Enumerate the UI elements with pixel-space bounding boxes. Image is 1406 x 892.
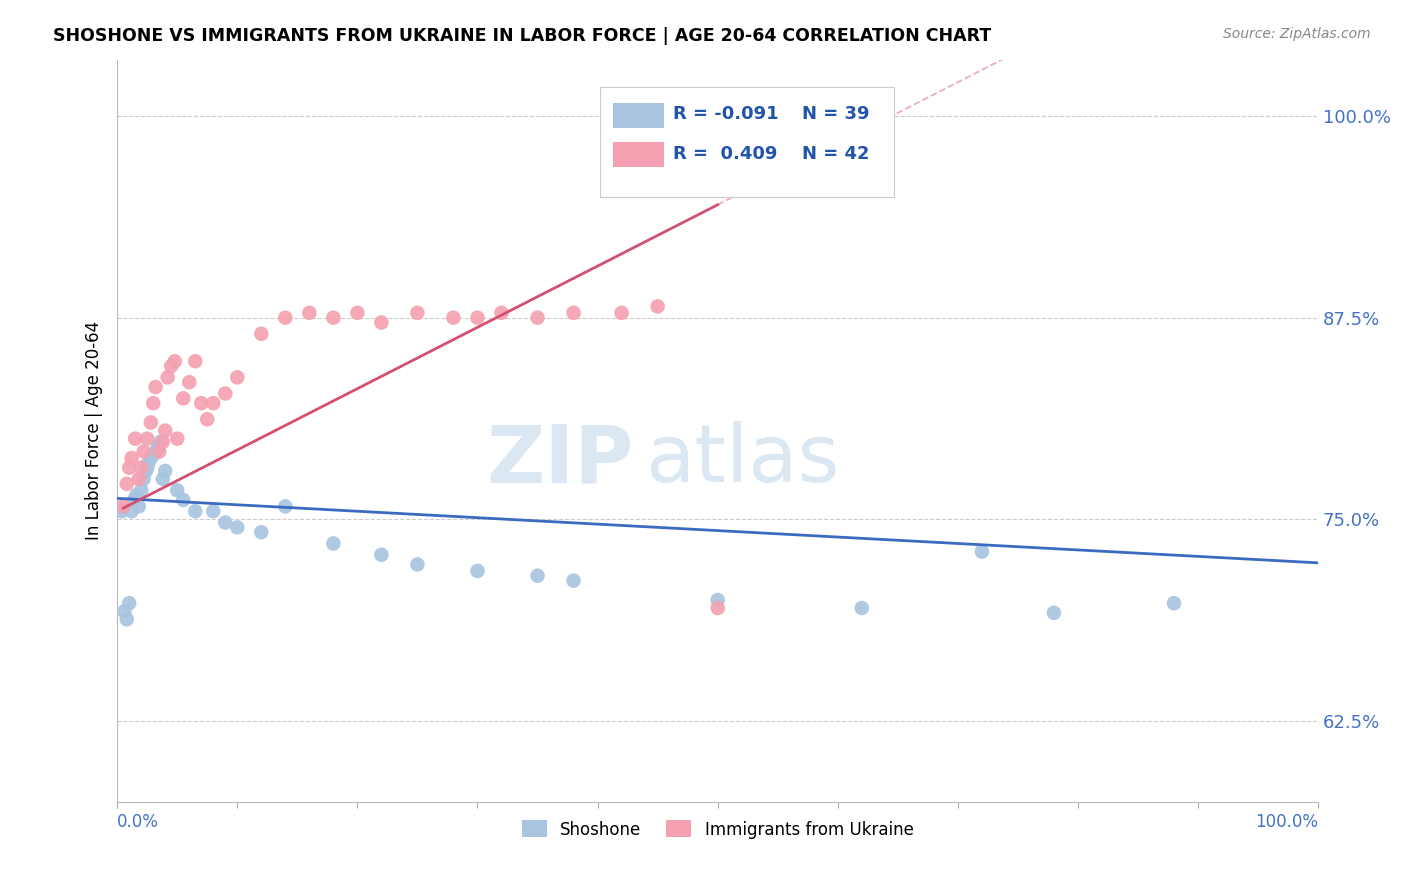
Point [115, 476, 138, 491]
Point [706, 601, 728, 615]
Point [139, 416, 162, 430]
Point [443, 310, 465, 325]
Point [138, 456, 160, 470]
Point [128, 472, 150, 486]
Point [526, 568, 548, 582]
Point [166, 483, 188, 498]
Point [129, 460, 152, 475]
Text: 100.0%: 100.0% [1256, 813, 1319, 830]
Point [146, 440, 169, 454]
Point [970, 544, 993, 558]
Legend: Shoshone, Immigrants from Ukraine: Shoshone, Immigrants from Ukraine [515, 814, 920, 846]
Point [274, 500, 297, 514]
FancyBboxPatch shape [613, 142, 664, 167]
Point [491, 306, 513, 320]
Point [118, 460, 141, 475]
Point [226, 370, 249, 384]
Text: ZIP: ZIP [486, 421, 634, 500]
Point [128, 500, 150, 514]
Text: R = -0.091: R = -0.091 [673, 104, 779, 123]
Point [132, 444, 155, 458]
Point [152, 472, 174, 486]
Point [190, 396, 212, 410]
Point [322, 536, 344, 550]
Point [346, 306, 368, 320]
Point [851, 601, 873, 615]
Point [121, 504, 143, 518]
Point [172, 492, 194, 507]
FancyBboxPatch shape [613, 103, 664, 128]
Text: atlas: atlas [645, 421, 839, 500]
Point [647, 299, 669, 313]
FancyBboxPatch shape [600, 87, 894, 197]
Point [155, 424, 177, 438]
Point [115, 612, 138, 626]
Point [370, 316, 392, 330]
Text: N = 42: N = 42 [801, 145, 869, 163]
Point [195, 412, 218, 426]
Point [163, 354, 186, 368]
Point [179, 375, 201, 389]
Point [125, 488, 148, 502]
Point [1043, 606, 1066, 620]
Point [121, 450, 143, 465]
Text: N = 39: N = 39 [801, 104, 869, 123]
Y-axis label: In Labor Force | Age 20-64: In Labor Force | Age 20-64 [86, 321, 103, 541]
Point [406, 558, 429, 572]
Point [129, 483, 152, 498]
Point [406, 306, 429, 320]
Point [145, 380, 167, 394]
Point [467, 564, 489, 578]
Point [202, 396, 225, 410]
Point [202, 504, 225, 518]
Point [526, 310, 548, 325]
Point [145, 444, 167, 458]
Point [152, 434, 174, 449]
Point [132, 472, 155, 486]
Point [226, 520, 249, 534]
Point [112, 604, 135, 618]
Point [124, 432, 146, 446]
Point [166, 432, 188, 446]
Point [370, 548, 392, 562]
Point [1163, 596, 1185, 610]
Point [160, 359, 183, 373]
Point [184, 354, 207, 368]
Text: SHOSHONE VS IMMIGRANTS FROM UKRAINE IN LABOR FORCE | AGE 20-64 CORRELATION CHART: SHOSHONE VS IMMIGRANTS FROM UKRAINE IN L… [53, 27, 991, 45]
Point [149, 434, 172, 449]
Point [706, 593, 728, 607]
Text: R =  0.409: R = 0.409 [673, 145, 778, 163]
Point [562, 306, 585, 320]
Point [142, 448, 165, 462]
Point [156, 370, 179, 384]
Point [184, 504, 207, 518]
Point [139, 450, 162, 465]
Point [136, 460, 159, 475]
Point [148, 444, 170, 458]
Text: 0.0%: 0.0% [117, 813, 159, 830]
Text: Source: ZipAtlas.com: Source: ZipAtlas.com [1223, 27, 1371, 41]
Point [298, 306, 321, 320]
Point [136, 432, 159, 446]
Point [214, 386, 236, 401]
Point [122, 492, 145, 507]
Point [172, 392, 194, 406]
Point [467, 310, 489, 325]
Point [214, 516, 236, 530]
Point [610, 306, 633, 320]
Point [155, 464, 177, 478]
Point [250, 525, 273, 540]
Point [274, 310, 297, 325]
Point [111, 504, 134, 518]
Point [142, 396, 165, 410]
Point [250, 326, 273, 341]
Point [322, 310, 344, 325]
Point [112, 500, 135, 514]
Point [135, 464, 157, 478]
Point [562, 574, 585, 588]
Point [118, 596, 141, 610]
